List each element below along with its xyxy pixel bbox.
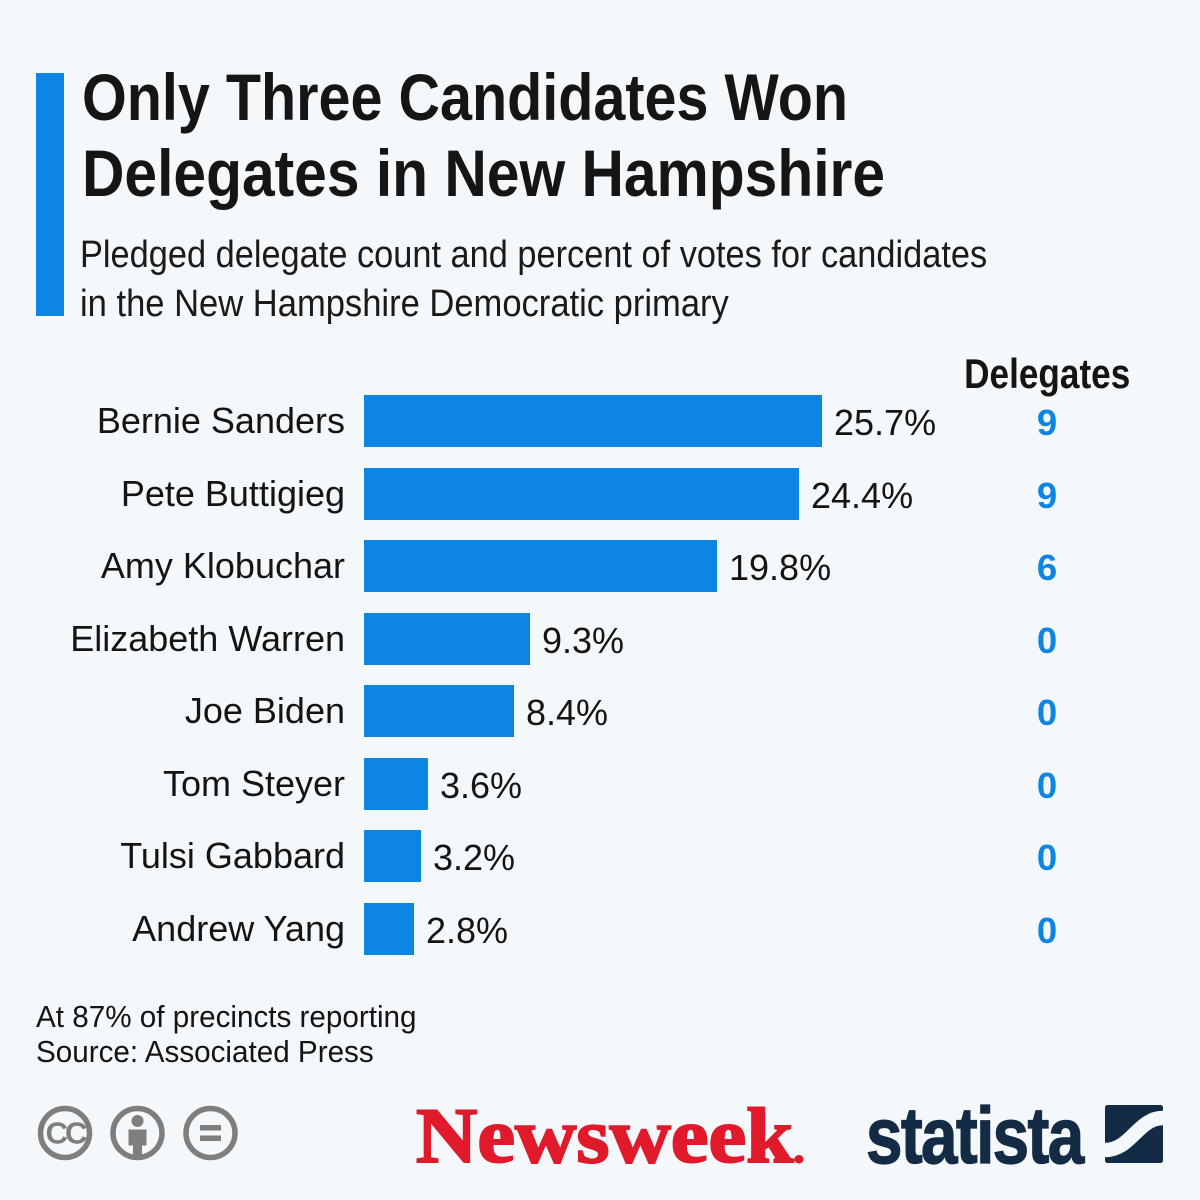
svg-text:CC: CC xyxy=(46,1116,87,1151)
